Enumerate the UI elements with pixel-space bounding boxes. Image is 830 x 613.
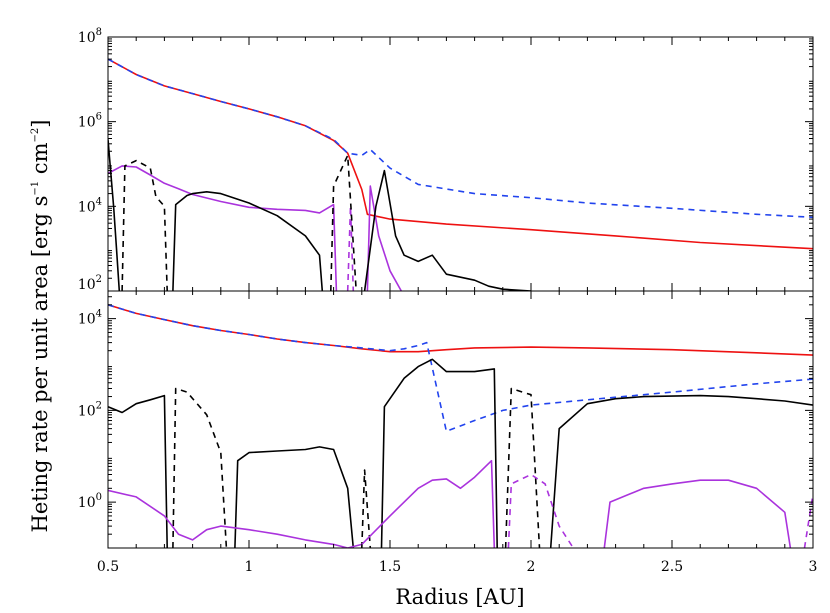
series-black-dashed (172, 387, 228, 548)
x-tick-label: 2.5 (661, 559, 683, 575)
series-black-solid-2 (234, 446, 355, 548)
series-purple-solid (108, 165, 338, 291)
series-blue-dashed (108, 304, 813, 433)
y-tick-label: 106 (78, 112, 102, 131)
y-tick-label: 108 (78, 27, 102, 46)
series-purple-dashed-2 (803, 493, 813, 548)
series-black-solid (108, 394, 168, 548)
x-tick-label: 0.5 (97, 559, 119, 575)
series-black-solid-2 (172, 191, 324, 291)
plot-frame (107, 290, 814, 549)
x-tick-label: 2 (527, 559, 536, 575)
bottom-panel: 100 102 104 0.5 1 1.5 2 2.5 3 (78, 290, 818, 575)
y-axis-label-end: ] (28, 120, 52, 128)
series-black-solid-3 (363, 169, 532, 291)
series-black-solid-3 (380, 358, 498, 548)
y-tick-label: 102 (78, 274, 102, 293)
series-purple-dashed (507, 473, 574, 548)
y-axis-label-exp-2: −2 (30, 128, 41, 143)
y-axis-label-exp-1: −1 (30, 181, 41, 196)
x-tick-label: 1.5 (379, 559, 401, 575)
series-black-dashed-2 (330, 154, 357, 291)
plot-frame (107, 36, 814, 292)
series-red-solid (108, 58, 813, 250)
series-black-dashed (121, 159, 168, 291)
y-tick-label: 100 (78, 492, 102, 511)
y-axis-label-main: Heting rate per unit area [erg s (28, 196, 52, 533)
y-axis-label: Heting rate per unit area [erg s−1 cm−2] (28, 120, 52, 533)
series-purple-solid-2 (366, 185, 402, 291)
series-blue-dashed (108, 58, 813, 219)
series-black-dashed-2 (361, 469, 372, 548)
top-panel: 102 104 106 108 (78, 27, 814, 293)
y-tick-label: 102 (78, 400, 102, 419)
x-tick-label: 3 (809, 559, 818, 575)
series-red-solid (108, 304, 813, 356)
series-purple-solid-2 (603, 479, 792, 548)
y-axis-label-mid: cm (28, 142, 52, 180)
y-tick-label: 104 (78, 309, 102, 328)
y-tick-label: 104 (78, 196, 102, 215)
x-axis-label: Radius [AU] (395, 585, 524, 609)
series-black-solid-4 (549, 394, 813, 548)
x-tick-label: 1 (245, 559, 254, 575)
series-black-dashed-3 (504, 387, 541, 548)
